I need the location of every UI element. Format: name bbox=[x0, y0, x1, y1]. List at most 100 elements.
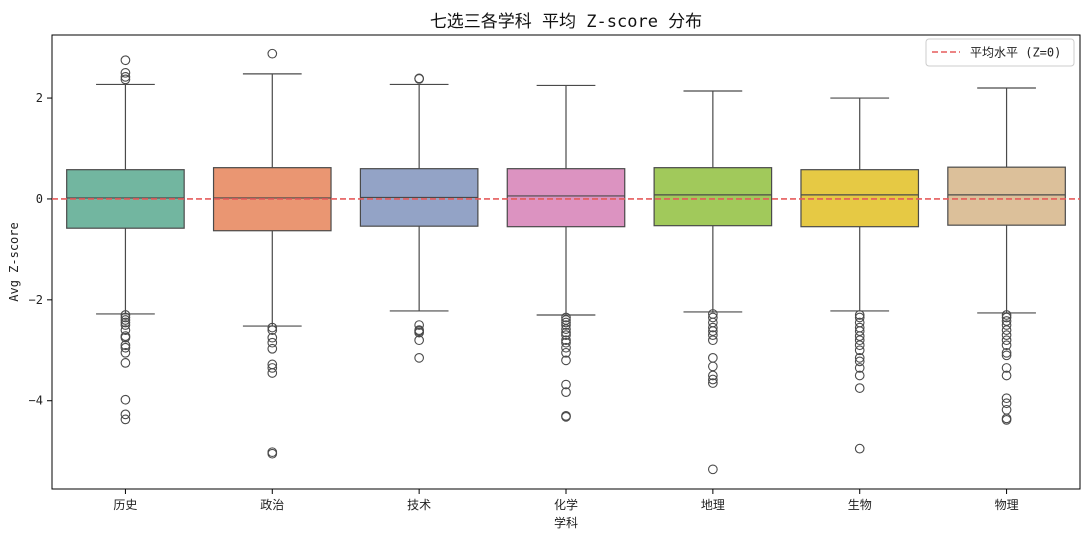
x-tick-label: 技术 bbox=[407, 498, 431, 512]
outlier-point bbox=[708, 464, 718, 475]
x-tick-label: 生物 bbox=[848, 498, 872, 512]
box-series bbox=[52, 48, 1080, 475]
outlier-point bbox=[561, 330, 571, 340]
outlier-point bbox=[708, 370, 718, 381]
outlier-point bbox=[854, 335, 865, 346]
outlier-point bbox=[120, 394, 131, 405]
outlier-point bbox=[854, 383, 865, 393]
outlier-point bbox=[1001, 320, 1012, 330]
outlier-point bbox=[708, 322, 718, 333]
outlier-point bbox=[561, 342, 571, 353]
outlier-point bbox=[854, 340, 865, 351]
outlier-point bbox=[708, 374, 718, 385]
outlier-point bbox=[708, 335, 718, 346]
outlier-point bbox=[854, 310, 865, 320]
outlier-point bbox=[708, 330, 718, 340]
outlier-point bbox=[1001, 398, 1012, 409]
box-group-0 bbox=[66, 55, 185, 425]
outlier-point bbox=[708, 361, 718, 372]
outlier-point bbox=[854, 370, 865, 381]
outlier-point bbox=[120, 340, 131, 351]
legend-frame bbox=[925, 38, 1075, 67]
outlier-point bbox=[1001, 350, 1012, 361]
outlier-point bbox=[854, 356, 865, 367]
outlier-point bbox=[854, 443, 865, 454]
outlier-point bbox=[414, 327, 424, 338]
outlier-point bbox=[267, 332, 278, 343]
outlier-point bbox=[120, 414, 131, 425]
outlier-point bbox=[561, 379, 571, 390]
outlier-point bbox=[1001, 393, 1012, 404]
outlier-point bbox=[414, 73, 424, 84]
outlier-point bbox=[708, 317, 718, 328]
iqr-box bbox=[653, 167, 773, 227]
outlier-point bbox=[561, 327, 571, 338]
box-group-3 bbox=[506, 84, 626, 422]
outlier-point bbox=[267, 448, 278, 459]
x-tick-label: 物理 bbox=[995, 498, 1019, 512]
outlier-point bbox=[120, 310, 131, 320]
outlier-point bbox=[414, 335, 424, 346]
box-group-2 bbox=[359, 73, 479, 363]
outlier-point bbox=[414, 320, 424, 330]
outlier-point bbox=[267, 343, 278, 354]
outlier-point bbox=[120, 312, 131, 323]
outlier-point bbox=[120, 67, 131, 78]
outlier-point bbox=[120, 347, 131, 358]
outlier-point bbox=[708, 352, 718, 363]
outlier-point bbox=[854, 352, 865, 363]
iqr-box bbox=[947, 166, 1066, 226]
outlier-point bbox=[120, 55, 131, 66]
outlier-point bbox=[1001, 415, 1012, 425]
outlier-point bbox=[120, 320, 131, 330]
x-tick-label: 地理 bbox=[701, 498, 725, 512]
box-group-6 bbox=[947, 87, 1066, 425]
outlier-point bbox=[120, 74, 131, 85]
legend-label: 平均水平 (Z=0) bbox=[970, 46, 1061, 60]
box-group-1 bbox=[212, 48, 332, 459]
outlier-point bbox=[1001, 370, 1012, 381]
outlier-point bbox=[854, 312, 865, 323]
chart-title: 七选三各学科 平均 Z-score 分布 bbox=[430, 12, 702, 32]
outlier-point bbox=[854, 363, 865, 373]
outlier-point bbox=[120, 72, 131, 82]
outlier-point bbox=[708, 312, 718, 323]
outlier-point bbox=[267, 363, 278, 373]
outlier-point bbox=[1001, 335, 1012, 346]
outlier-point bbox=[120, 409, 131, 420]
outlier-point bbox=[561, 312, 571, 323]
y-tick-label: −4 bbox=[29, 394, 43, 408]
outlier-point bbox=[120, 325, 131, 335]
outlier-point bbox=[120, 342, 131, 353]
outlier-point bbox=[561, 387, 571, 397]
x-axis-ticks: 历史 政治 技术 化学 地理 生物 物理 bbox=[113, 489, 1019, 512]
x-tick-label: 化学 bbox=[554, 497, 578, 512]
outlier-point bbox=[561, 320, 571, 330]
outlier-point bbox=[267, 325, 278, 335]
outlier-point bbox=[1001, 312, 1012, 323]
outlier-point bbox=[267, 48, 278, 59]
box-group-5 bbox=[800, 97, 920, 454]
outlier-point bbox=[120, 317, 131, 328]
outlier-point bbox=[854, 345, 865, 356]
outlier-point bbox=[120, 332, 131, 343]
outlier-point bbox=[561, 347, 571, 358]
outlier-point bbox=[267, 322, 278, 333]
outlier-point bbox=[267, 368, 278, 378]
x-tick-label: 历史 bbox=[113, 498, 137, 512]
iqr-box bbox=[506, 168, 626, 228]
outlier-point bbox=[414, 352, 424, 363]
outlier-point bbox=[1001, 404, 1012, 415]
y-tick-label: 2 bbox=[36, 91, 43, 105]
x-axis-label: 学科 bbox=[554, 515, 578, 530]
outlier-point bbox=[267, 337, 278, 348]
outlier-point bbox=[1001, 340, 1012, 351]
y-tick-label: −2 bbox=[29, 293, 43, 307]
outlier-point bbox=[561, 337, 571, 348]
outlier-point bbox=[708, 378, 718, 388]
legend: 平均水平 (Z=0) bbox=[925, 38, 1075, 67]
y-axis-label: Avg Z-score bbox=[7, 222, 21, 301]
outlier-point bbox=[561, 317, 571, 328]
outlier-point bbox=[561, 335, 571, 346]
